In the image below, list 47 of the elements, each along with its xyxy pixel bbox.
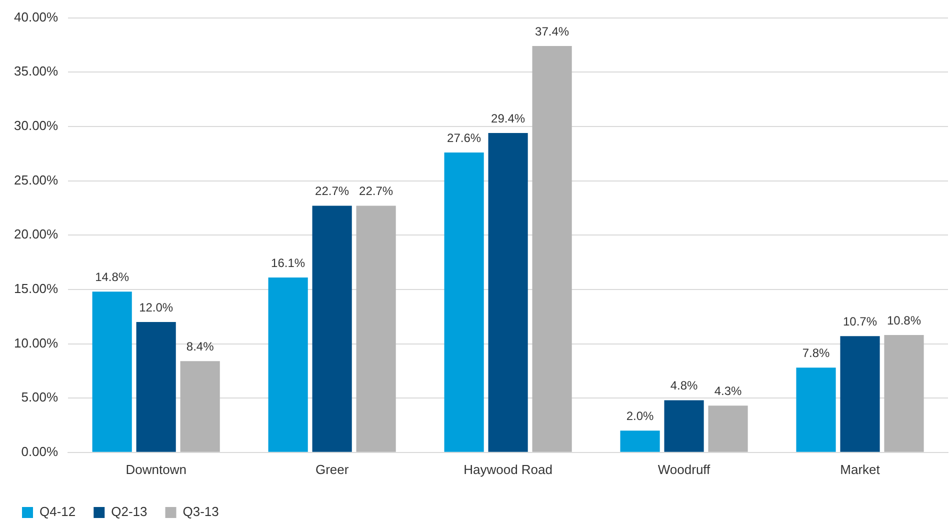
data-label: 7.8%: [802, 346, 830, 360]
y-tick-label: 25.00%: [14, 172, 59, 188]
bar: [92, 292, 132, 452]
data-label: 2.0%: [626, 408, 654, 423]
legend-label: Q2-13: [111, 504, 148, 520]
bar: [664, 400, 704, 452]
y-tick-label: 10.00%: [14, 335, 59, 350]
y-tick-label: 0.00%: [21, 444, 59, 459]
data-label: 12.0%: [139, 300, 174, 314]
legend-label: Q3-13: [182, 504, 219, 520]
y-tick-label: 20.00%: [14, 226, 59, 242]
data-label: 22.7%: [359, 184, 394, 198]
bar: [620, 430, 660, 452]
x-tick-label: Downtown: [126, 462, 186, 477]
data-label: 37.4%: [535, 24, 570, 38]
data-label: 14.8%: [95, 270, 130, 284]
bar: [136, 322, 176, 452]
bar: [356, 206, 396, 452]
y-tick-label: 15.00%: [14, 281, 59, 296]
x-tick-label: Greer: [315, 462, 350, 477]
data-label: 22.7%: [315, 184, 350, 198]
data-label: 16.1%: [271, 256, 306, 270]
data-label: 29.4%: [491, 111, 526, 126]
x-tick-label: Market: [840, 462, 880, 477]
x-tick-label: Woodruff: [658, 462, 711, 477]
data-label: 10.7%: [842, 314, 878, 328]
y-tick-label: 30.00%: [14, 118, 59, 134]
data-label: 8.4%: [186, 339, 214, 354]
bar: [180, 361, 220, 452]
bar: [532, 46, 572, 452]
bar: [488, 132, 528, 452]
y-tick-label: 5.00%: [21, 390, 59, 405]
bar: [444, 152, 484, 452]
bar: [268, 277, 308, 452]
bar: [796, 368, 836, 452]
data-label: 27.6%: [447, 130, 482, 145]
data-label: 10.8%: [886, 313, 922, 328]
bar: [840, 336, 880, 452]
y-tick-label: 40.00%: [14, 9, 59, 24]
bar: [884, 335, 924, 452]
y-tick-label: 35.00%: [14, 64, 59, 79]
bar: [708, 406, 748, 452]
data-label: 4.3%: [714, 384, 742, 398]
data-label: 4.8%: [670, 378, 698, 393]
legend-label: Q4-12: [40, 504, 76, 520]
x-tick-label: Haywood Road: [464, 462, 552, 477]
bar: [312, 206, 352, 452]
